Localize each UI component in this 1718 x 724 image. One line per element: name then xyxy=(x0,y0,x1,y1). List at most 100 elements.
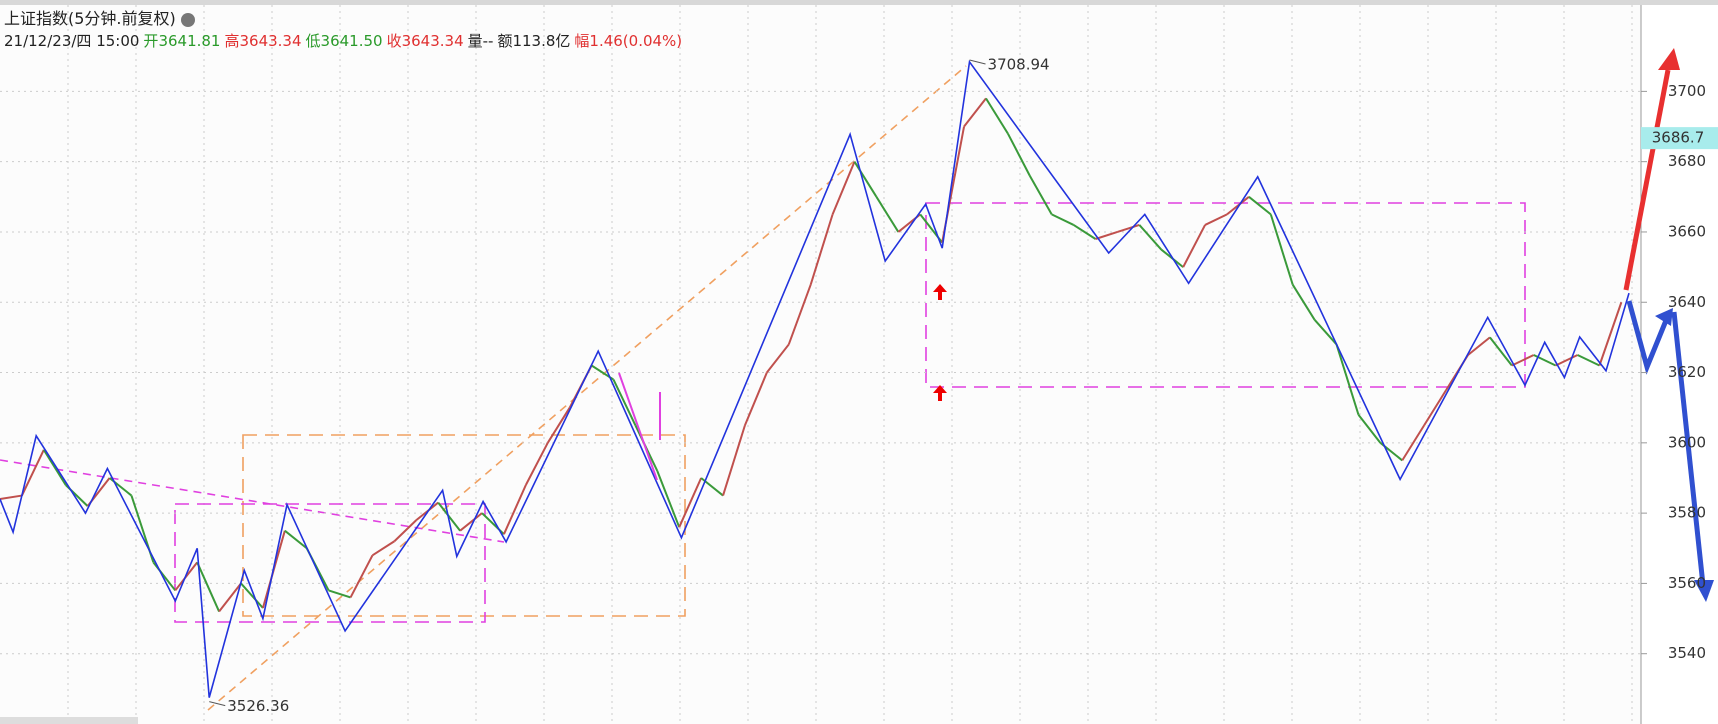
price-segment xyxy=(678,477,703,528)
quote-row: 21/12/23/四 15:00 开3641.81 高3643.34 低3641… xyxy=(4,30,682,52)
y-tick-label: 3620 xyxy=(1668,363,1706,381)
price-segment xyxy=(1006,133,1031,177)
annotation-pointer xyxy=(969,59,986,65)
price-segment xyxy=(284,529,308,550)
up-arrow xyxy=(933,385,947,401)
label: 收 xyxy=(386,32,402,50)
y-axis: 3540 3560 3580 3600 3620 3640 3660 3680 3700 3686… xyxy=(1641,82,1718,662)
price-segment xyxy=(1357,414,1382,444)
price-segment xyxy=(612,379,637,426)
overlays xyxy=(0,65,1526,711)
annotation-pointer xyxy=(209,701,226,707)
high: 3643.34 xyxy=(239,32,302,50)
magenta-box xyxy=(925,202,1526,388)
price-segment xyxy=(1028,175,1053,215)
price-segment xyxy=(393,519,417,542)
price-segment xyxy=(1313,319,1338,346)
current-price-label: 3686.7 xyxy=(1652,129,1705,147)
price-segment xyxy=(1226,196,1250,216)
arrow xyxy=(1671,311,1706,586)
label: 幅 xyxy=(574,32,590,50)
header: 上证指数(5分钟.前复权) 21/12/23/四 15:00 开3641.81 … xyxy=(4,8,682,52)
y-tick-label: 3680 xyxy=(1668,152,1706,170)
title-text: 上证指数(5分钟.前复权) xyxy=(4,9,176,28)
price-segment xyxy=(1555,354,1578,367)
price-segment xyxy=(656,470,681,528)
dropdown-icon[interactable] xyxy=(180,12,195,27)
current-price-box xyxy=(1641,127,1718,150)
price-segment xyxy=(1335,344,1360,416)
price-segment xyxy=(1511,354,1535,367)
annotation-label: 3708.94 xyxy=(988,55,1050,73)
magenta-box xyxy=(174,503,486,623)
annotation-label: 3526.36 xyxy=(227,697,289,715)
price-segment xyxy=(437,501,461,532)
price-segment xyxy=(503,484,527,535)
price-segment xyxy=(722,424,746,496)
price-segment xyxy=(1467,336,1491,356)
up-arrow xyxy=(933,284,947,300)
price-segment xyxy=(1423,389,1447,426)
price-segment xyxy=(21,449,45,496)
scroll-bar xyxy=(0,717,138,724)
price-segment xyxy=(1051,213,1075,226)
plot: 3708.94 3526.36 xyxy=(0,55,1640,715)
orange-box xyxy=(242,434,686,617)
price-segment xyxy=(328,589,351,599)
arrow-head xyxy=(1658,48,1680,70)
y-tick-label: 3600 xyxy=(1668,433,1706,451)
close: 3643.34 xyxy=(401,32,464,50)
price-segment xyxy=(1182,224,1206,268)
price-segment xyxy=(963,97,987,128)
price-segment xyxy=(349,554,374,598)
change: 1.46(0.04%) xyxy=(589,32,683,50)
price-segment xyxy=(152,561,177,592)
label: 低 xyxy=(305,32,321,50)
price-segment xyxy=(831,161,856,215)
price-segment xyxy=(1577,354,1600,367)
price-segment xyxy=(1117,223,1140,233)
y-tick-label: 3580 xyxy=(1668,504,1706,522)
price-segment xyxy=(1291,284,1316,321)
price-segment xyxy=(1095,231,1118,240)
arrow-head xyxy=(1694,580,1714,602)
y-tick-label: 3700 xyxy=(1668,82,1706,100)
price-segment xyxy=(524,442,549,486)
arrow-head xyxy=(1655,308,1673,326)
price-segment xyxy=(1248,196,1272,216)
low: 3641.50 xyxy=(320,32,383,50)
open: 3641.81 xyxy=(158,32,221,50)
price-segment xyxy=(1598,301,1623,366)
label: 开 xyxy=(143,32,159,50)
price-segment xyxy=(0,494,23,501)
price-segment xyxy=(546,407,571,444)
volume: 量-- xyxy=(467,32,494,50)
price-segment xyxy=(985,97,1009,135)
price-segment xyxy=(1073,224,1097,240)
price-segment xyxy=(1138,224,1163,251)
price-segment xyxy=(240,582,264,609)
price-segment xyxy=(42,449,67,486)
arrows xyxy=(618,48,1714,602)
price-segment xyxy=(1269,214,1294,285)
price-segment xyxy=(875,196,900,233)
price-segment xyxy=(766,343,790,374)
price-segment xyxy=(744,372,768,426)
price-segment xyxy=(809,214,834,285)
y-tick-label: 3640 xyxy=(1668,293,1706,311)
arrow xyxy=(1626,300,1670,375)
price-segment xyxy=(1401,424,1426,461)
tab-strip xyxy=(0,0,1718,5)
label: 高 xyxy=(224,32,240,50)
price-segment xyxy=(196,561,221,612)
price-segment xyxy=(1204,213,1228,226)
y-tick-label: 3660 xyxy=(1668,222,1706,240)
trend-line xyxy=(207,65,967,711)
vertical-grid xyxy=(67,5,1633,724)
price-segment xyxy=(218,582,242,613)
price-segment xyxy=(459,512,483,532)
price-segment xyxy=(787,284,812,345)
y-tick-label: 3540 xyxy=(1668,644,1706,662)
trend-line xyxy=(0,459,505,543)
